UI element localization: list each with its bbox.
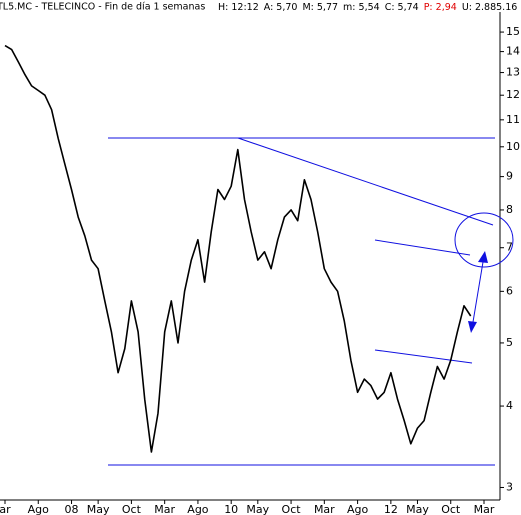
x-tick-label: Mar (474, 503, 495, 515)
y-tick-label: 7 (506, 241, 513, 254)
x-tick-label: Ago (28, 503, 50, 515)
info-field: P: 2,94 (424, 2, 457, 13)
y-tick-label: 14 (506, 45, 520, 58)
y-tick-label: 12 (506, 88, 520, 101)
y-tick-label: 5 (506, 336, 513, 349)
info-field: A: 5,70 (264, 2, 298, 13)
y-tick-label: 3 (506, 480, 513, 493)
x-tick-label: Ago (347, 503, 369, 515)
y-tick-label: 13 (506, 66, 520, 79)
x-tick-label: Mar (154, 503, 175, 515)
x-tick-label: May (87, 503, 110, 515)
x-tick-label: 12 (384, 503, 398, 515)
x-tick-label: May (406, 503, 429, 515)
chart-title: TL5.MC - TELECINCO - Fin de día 1 semana… (0, 2, 205, 13)
x-tick-label: May (246, 503, 269, 515)
x-tick-label: 08 (65, 503, 79, 515)
info-field: m: 5,54 (343, 2, 380, 13)
annotations (108, 137, 514, 466)
x-tick-label: 10 (224, 503, 238, 515)
x-tick-label: Oct (282, 503, 302, 515)
info-field: M: 5,77 (302, 2, 338, 13)
y-tick-label: 11 (506, 113, 520, 126)
info-field: H: 12:12 (218, 2, 259, 13)
price-line (4, 44, 472, 453)
y-tick-label: 6 (506, 284, 513, 297)
y-tick-label: 9 (506, 170, 513, 183)
target-circle (454, 212, 514, 268)
y-tick-label: 15 (506, 25, 520, 38)
x-tick-label: ar (0, 503, 11, 515)
x-tick-label: Ago (187, 503, 209, 515)
trend-line (374, 239, 471, 256)
arrow-head (468, 321, 477, 333)
info-bar: H: 12:12 A: 5,70 M: 5,77 m: 5,54 C: 5,74 P: 2… (218, 2, 517, 13)
arrow-head (478, 251, 488, 263)
trend-line (374, 349, 473, 364)
info-field: C: 5,74 (385, 2, 419, 13)
trend-line (237, 137, 494, 226)
y-tick-label: 8 (506, 203, 513, 216)
x-tick-label: Oct (441, 503, 461, 515)
y-tick-label: 4 (506, 399, 513, 412)
y-tick-label: 10 (506, 140, 520, 153)
x-tick-label: Mar (314, 503, 335, 515)
x-tick-label: Oct (122, 503, 142, 515)
info-field: U: 2.885.16 (462, 2, 517, 13)
arrow (471, 255, 485, 329)
